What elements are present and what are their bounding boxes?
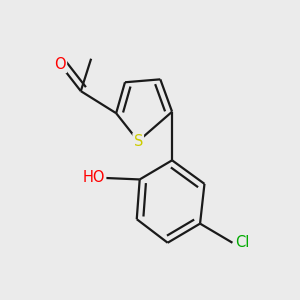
Text: S: S <box>134 134 143 149</box>
Text: HO: HO <box>83 170 105 185</box>
Text: Cl: Cl <box>236 235 250 250</box>
Text: O: O <box>54 57 66 72</box>
